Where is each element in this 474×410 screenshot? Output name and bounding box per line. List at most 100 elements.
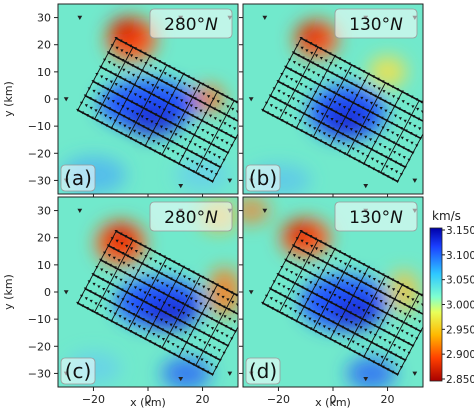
- receiver-marker: [110, 44, 114, 48]
- receiver-marker: [357, 352, 361, 356]
- receiver-marker: [420, 110, 423, 114]
- receiver-marker: [177, 116, 181, 120]
- receiver-marker: [389, 305, 393, 308]
- receiver-marker: [355, 94, 359, 98]
- receiver-marker: [348, 265, 352, 269]
- receiver-marker: [215, 283, 219, 287]
- receiver-marker: [398, 310, 402, 314]
- receiver-marker: [195, 355, 199, 359]
- receiver-marker: [136, 269, 140, 273]
- receiver-marker: [417, 310, 421, 314]
- receiver-marker: [364, 328, 368, 332]
- receiver-marker: [222, 351, 226, 355]
- receiver-marker: [188, 94, 192, 98]
- receiver-marker: [360, 96, 364, 100]
- grid-line: [312, 257, 353, 331]
- receiver-marker: [101, 278, 105, 282]
- receiver-marker: [181, 302, 185, 305]
- receiver-marker: [106, 290, 111, 294]
- receiver-marker: [349, 128, 353, 131]
- receiver-marker: [270, 307, 274, 310]
- receiver-marker: [380, 116, 384, 120]
- receiver-marker: [188, 140, 192, 144]
- receiver-marker: [295, 237, 299, 241]
- receiver-marker: [111, 100, 115, 103]
- receiver-marker: [366, 72, 371, 76]
- receiver-marker: [240, 103, 243, 106]
- receiver-marker: [139, 298, 143, 302]
- receiver-marker: [401, 293, 405, 297]
- receiver-marker: [143, 144, 147, 148]
- receiver-marker: [229, 134, 233, 138]
- receiver-marker: [296, 100, 300, 103]
- velocity-anomaly: [243, 197, 271, 225]
- receiver-marker: [183, 331, 188, 335]
- receiver-marker: [338, 103, 342, 107]
- receiver-marker: [329, 108, 333, 112]
- receiver-marker: [176, 152, 180, 156]
- receiver-marker: [138, 49, 142, 53]
- receiver-marker: [234, 293, 238, 297]
- receiver-marker: [395, 280, 400, 284]
- receiver-marker: [118, 122, 122, 125]
- receiver-marker: [386, 322, 390, 325]
- receiver-marker: [150, 313, 154, 317]
- receiver-marker: [191, 270, 195, 274]
- receiver-marker: [126, 300, 130, 304]
- receiver-marker: [171, 150, 175, 153]
- x-tick-label: 0: [145, 393, 152, 406]
- receiver-marker: [208, 114, 213, 118]
- receiver-marker: [386, 368, 390, 371]
- receiver-marker: [272, 87, 276, 91]
- receiver-marker: [158, 262, 163, 266]
- receiver-marker: [382, 329, 386, 333]
- receiver-marker: [158, 152, 162, 156]
- receiver-marker: [306, 298, 310, 301]
- receiver-marker: [119, 278, 123, 282]
- receiver-marker: [349, 321, 353, 324]
- receiver-marker: [268, 94, 273, 98]
- receiver-marker: [198, 99, 202, 103]
- receiver-grid: [63, 15, 243, 189]
- receiver-marker: [196, 319, 200, 323]
- receiver-marker: [128, 274, 132, 277]
- receiver-marker: [220, 139, 224, 143]
- receiver-marker: [324, 298, 328, 302]
- receiver-marker: [147, 91, 151, 95]
- receiver-marker: [117, 259, 121, 263]
- receiver-marker: [326, 318, 330, 321]
- receiver-marker: [393, 151, 397, 154]
- receiver-marker: [87, 87, 91, 91]
- receiver-marker: [137, 325, 141, 329]
- receiver-marker: [129, 247, 134, 251]
- receiver-marker: [157, 142, 161, 146]
- receiver-marker: [277, 89, 281, 93]
- receiver-marker: [346, 291, 350, 295]
- receiver-marker: [224, 132, 228, 135]
- receiver-marker: [98, 295, 102, 298]
- receiver-marker: [372, 131, 377, 134]
- receiver-marker: [352, 111, 356, 115]
- receiver-marker: [168, 313, 172, 317]
- receiver-marker: [317, 83, 322, 87]
- receiver-marker: [219, 129, 223, 133]
- receiver-marker: [301, 102, 305, 106]
- receiver-marker: [170, 333, 174, 337]
- receiver-marker: [194, 153, 198, 156]
- receiver-marker: [399, 366, 404, 369]
- receiver-marker: [367, 275, 372, 279]
- receiver-marker: [205, 167, 209, 171]
- receiver-marker: [213, 356, 218, 360]
- receiver-marker: [195, 116, 199, 120]
- receiver-marker: [413, 124, 417, 128]
- receiver-marker: [190, 307, 194, 311]
- receiver-marker: [358, 270, 362, 274]
- x-axis-label-left: x (km): [130, 396, 166, 409]
- grid-line: [312, 64, 353, 138]
- receiver-marker: [134, 103, 139, 106]
- receiver-marker: [85, 307, 89, 310]
- receiver-marker: [378, 143, 382, 147]
- receiver-marker: [277, 282, 281, 286]
- receiver-marker: [379, 300, 383, 303]
- receiver-marker: [288, 261, 293, 265]
